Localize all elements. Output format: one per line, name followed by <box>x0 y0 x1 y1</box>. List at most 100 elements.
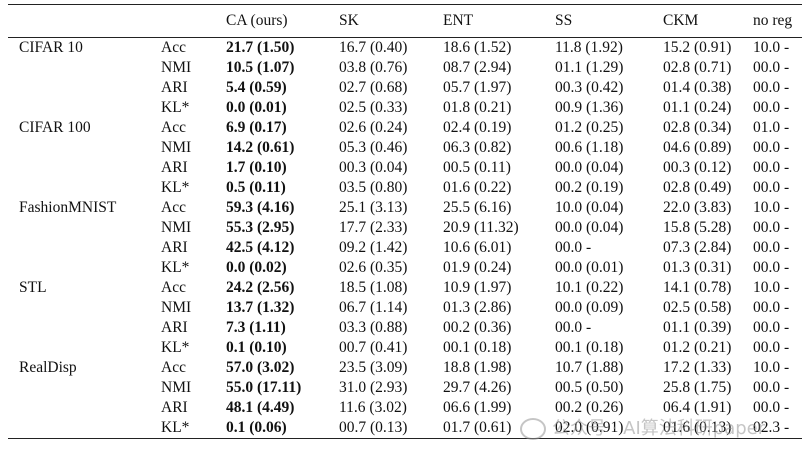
cell-ent: 06.6 (1.99) <box>443 399 512 416</box>
dataset-name: FashionMNIST <box>19 199 117 216</box>
cell-ca-ours: 42.5 (4.12) <box>226 239 295 256</box>
metric-name: NMI <box>161 219 192 236</box>
dataset-cell-empty <box>8 318 153 338</box>
table-row: ARI 1.7 (0.10) 00.3 (0.04) 00.5 (0.11) 00.0 … <box>8 158 802 178</box>
cell-ckm: 01.4 (0.38) <box>663 79 732 96</box>
cell-sk: 00.3 (0.04) <box>339 159 408 176</box>
cell-sk: 05.3 (0.46) <box>339 139 408 156</box>
cell-ca-ours: 48.1 (4.49) <box>226 399 295 416</box>
cell-ckm: 22.0 (3.83) <box>663 199 732 216</box>
cell-ckm: 00.3 (0.12) <box>663 159 732 176</box>
cell-ca-ours: 59.3 (4.16) <box>226 199 295 216</box>
cell-ent: 20.9 (11.32) <box>443 219 519 236</box>
cell-ckm: 02.5 (0.58) <box>663 299 732 316</box>
cell-sk: 03.3 (0.88) <box>339 319 408 336</box>
dataset-cell-empty <box>8 178 153 198</box>
cell-ent: 01.8 (0.21) <box>443 99 512 116</box>
table-row: NMI 13.7 (1.32) 06.7 (1.14) 01.3 (2.86) 00.0… <box>8 298 802 318</box>
table-row: KL* 0.1 (0.10) 00.7 (0.41) 00.1 (0.18) 00.1 … <box>8 338 802 358</box>
table-row: ARI 5.4 (0.59) 02.7 (0.68) 05.7 (1.97) 00.3 … <box>8 78 802 98</box>
dataset-cell-empty <box>8 238 153 258</box>
header-sk: SK <box>338 4 435 38</box>
dataset-name: CIFAR 10 <box>19 39 83 56</box>
cell-ckm: 02.8 (0.49) <box>663 179 732 196</box>
cell-no-reg: 00.0 - <box>753 319 790 336</box>
header-no-reg: no reg <box>751 4 802 38</box>
table-row: ARI 42.5 (4.12) 09.2 (1.42) 10.6 (6.01) 00.0… <box>8 238 802 258</box>
cell-ckm: 01.2 (0.21) <box>663 339 732 356</box>
dataset-name: RealDisp <box>19 359 77 376</box>
cell-ss: 00.3 (0.42) <box>555 79 624 96</box>
cell-no-reg: 00.0 - <box>753 79 790 96</box>
cell-ent: 08.7 (2.94) <box>443 59 512 76</box>
cell-ckm: 01.1 (0.39) <box>663 319 732 336</box>
cell-sk: 02.5 (0.33) <box>339 99 408 116</box>
cell-ca-ours: 14.2 (0.61) <box>226 139 295 156</box>
cell-sk: 16.7 (0.40) <box>339 39 408 56</box>
dataset-cell-empty <box>8 338 153 358</box>
cell-ss: 01.1 (1.29) <box>555 59 624 76</box>
cell-ca-ours: 21.7 (1.50) <box>226 39 295 56</box>
cell-ent: 01.3 (2.86) <box>443 299 512 316</box>
cell-sk: 11.6 (3.02) <box>339 399 407 416</box>
cell-ss: 00.6 (1.18) <box>555 139 624 156</box>
cell-ss: 10.7 (1.88) <box>555 359 624 376</box>
cell-ss: 10.0 (0.04) <box>555 199 624 216</box>
table-row: ARI 7.3 (1.11) 03.3 (0.88) 00.2 (0.36) 00.0 … <box>8 318 802 338</box>
cell-no-reg: 00.0 - <box>753 159 790 176</box>
metric-name: KL* <box>153 418 217 439</box>
cell-ss: 00.5 (0.50) <box>555 379 624 396</box>
cell-sk: 00.7 (0.13) <box>338 418 435 439</box>
metric-name: Acc <box>161 359 186 376</box>
table-row: ARI 48.1 (4.49) 11.6 (3.02) 06.6 (1.99) 00.2… <box>8 398 802 418</box>
cell-no-reg: 10.0 - <box>753 199 790 216</box>
dataset-cell-empty <box>8 258 153 278</box>
dataset-cell-empty <box>8 158 153 178</box>
metric-name: NMI <box>161 299 192 316</box>
cell-ckm: 01.6 (0.13) <box>659 418 751 439</box>
cell-ss: 00.0 (0.09) <box>555 299 624 316</box>
cell-ckm: 02.8 (0.34) <box>663 119 732 136</box>
cell-ca-ours: 7.3 (1.11) <box>226 319 286 336</box>
metric-name: NMI <box>161 139 192 156</box>
cell-ca-ours: 55.0 (17.11) <box>226 379 302 396</box>
cell-ca-ours: 6.9 (0.17) <box>226 119 287 136</box>
cell-no-reg: 02.3 - <box>751 418 802 439</box>
cell-no-reg: 10.0 - <box>753 359 790 376</box>
metric-name: Acc <box>161 279 186 296</box>
header-ca-ours: CA (ours) <box>217 4 338 38</box>
header-metric <box>153 4 217 38</box>
table-header: CA (ours) SK ENT SS CKM no reg <box>8 4 802 38</box>
cell-sk: 02.7 (0.68) <box>339 79 408 96</box>
cell-ent: 10.6 (6.01) <box>443 239 512 256</box>
cell-no-reg: 00.0 - <box>753 379 790 396</box>
cell-ent: 29.7 (4.26) <box>443 379 512 396</box>
cell-ca-ours: 0.1 (0.06) <box>217 418 338 439</box>
table-row: NMI 10.5 (1.07) 03.8 (0.76) 08.7 (2.94) 01.1… <box>8 58 802 78</box>
metric-name: NMI <box>161 59 192 76</box>
metric-name: KL* <box>161 259 190 276</box>
cell-sk: 02.6 (0.24) <box>339 119 408 136</box>
table-row: NMI 55.0 (17.11) 31.0 (2.93) 29.7 (4.26) 00.… <box>8 378 802 398</box>
cell-no-reg: 00.0 - <box>753 259 790 276</box>
table-row: KL* 0.5 (0.11) 03.5 (0.80) 01.6 (0.22) 00.2 … <box>8 178 802 198</box>
table-row: NMI 14.2 (0.61) 05.3 (0.46) 06.3 (0.82) 00.6… <box>8 138 802 158</box>
metric-name: ARI <box>161 159 188 176</box>
table-row: CIFAR 10 Acc 21.7 (1.50) 16.7 (0.40) 18.6 (1… <box>8 38 802 59</box>
cell-ent: 06.3 (0.82) <box>443 139 512 156</box>
cell-ent: 00.2 (0.36) <box>443 319 512 336</box>
cell-sk: 31.0 (2.93) <box>339 379 408 396</box>
metric-name: NMI <box>161 379 192 396</box>
cell-ckm: 25.8 (1.75) <box>663 379 732 396</box>
table-row: STL Acc 24.2 (2.56) 18.5 (1.08) 10.9 (1.97) 1… <box>8 278 802 298</box>
cell-no-reg: 00.0 - <box>753 139 790 156</box>
cell-ckm: 17.2 (1.33) <box>663 359 732 376</box>
metric-name: KL* <box>161 179 190 196</box>
dataset-cell-empty <box>8 298 153 318</box>
cell-ss: 11.8 (1.92) <box>555 39 623 56</box>
cell-ckm: 07.3 (2.84) <box>663 239 732 256</box>
cell-sk: 18.5 (1.08) <box>339 279 408 296</box>
dataset-cell-empty <box>8 378 153 398</box>
cell-ent: 00.5 (0.11) <box>443 159 511 176</box>
